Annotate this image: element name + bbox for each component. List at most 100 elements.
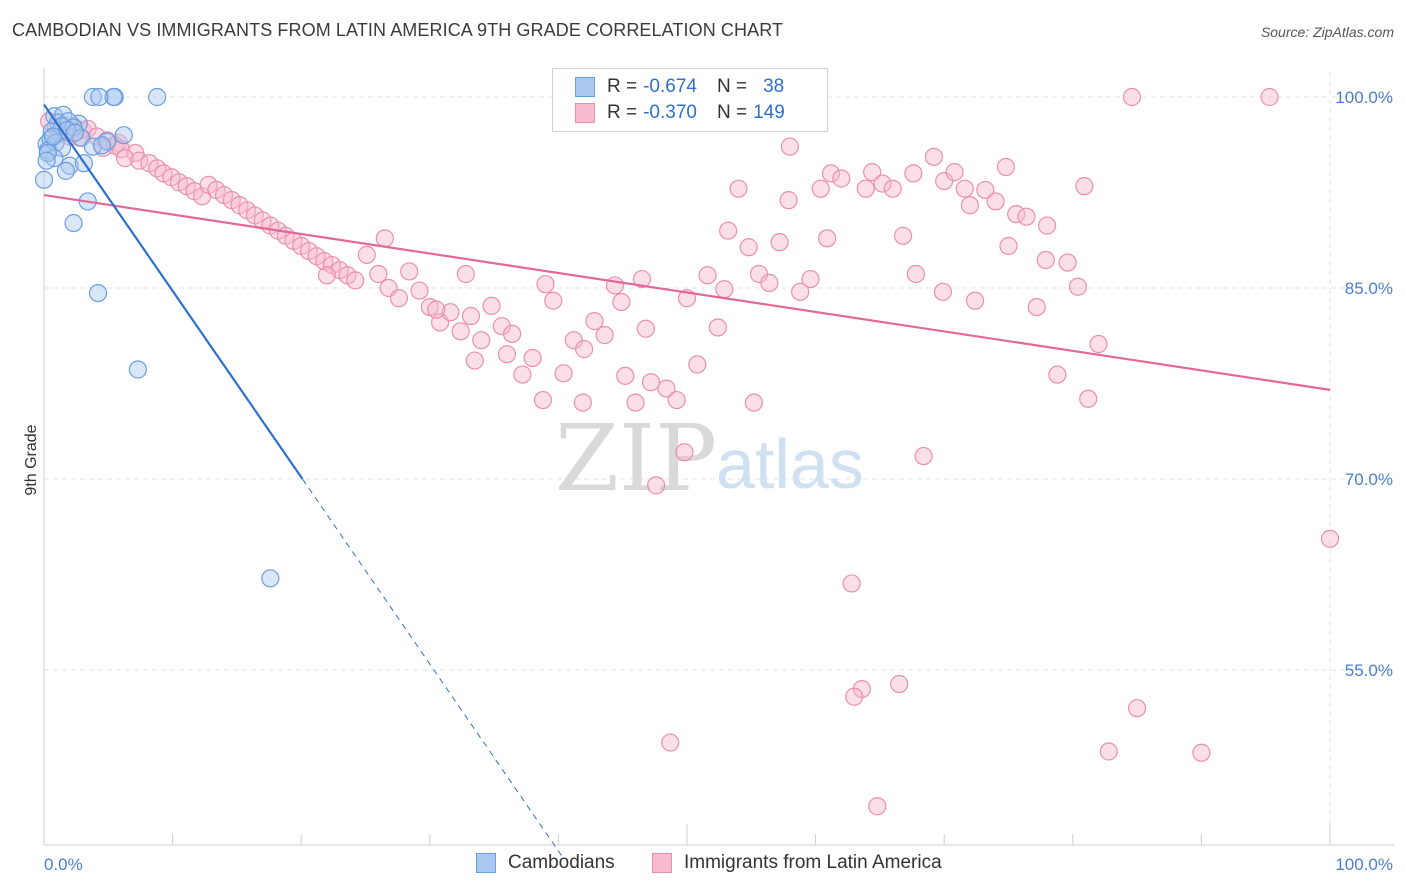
data-point-immigrants (647, 476, 666, 495)
data-point-immigrants (346, 271, 365, 290)
data-point-immigrants (933, 282, 953, 301)
chart-source: Source: ZipAtlas.com (1260, 24, 1394, 40)
data-point-immigrants (744, 393, 763, 412)
n-label: N = (716, 76, 748, 97)
data-point-immigrants (801, 269, 820, 289)
data-point-immigrants (883, 179, 902, 198)
data-point-immigrants (115, 149, 135, 168)
n-value: 149 (753, 102, 785, 123)
data-point-immigrants (955, 179, 974, 198)
data-point-immigrants (1048, 365, 1067, 384)
stats-row-immigrants: R = -0.370 N = 149 (575, 101, 785, 125)
data-point-immigrants (482, 296, 501, 315)
trend-line-immigrants (43, 193, 1331, 391)
data-point-immigrants (976, 180, 995, 200)
data-point-immigrants (661, 733, 680, 752)
data-point-immigrants (632, 269, 652, 289)
data-point-immigrants (770, 233, 789, 252)
data-point-immigrants (667, 390, 686, 410)
data-point-immigrants (87, 127, 106, 146)
data-point-immigrants (616, 366, 635, 385)
data-point-immigrants (1099, 742, 1118, 761)
data-point-immigrants (513, 365, 532, 384)
data-point-immigrants (999, 236, 1018, 256)
data-point-immigrants (811, 179, 830, 198)
stats-row-cambodians: R = -0.674 N = 38 (575, 75, 784, 99)
data-point-immigrants (1089, 334, 1108, 354)
data-point-immigrants (1058, 253, 1077, 272)
data-point-cambodians (83, 87, 102, 107)
data-point-immigrants (612, 292, 631, 312)
r-label: R = (607, 76, 638, 97)
data-point-immigrants (503, 324, 522, 343)
data-point-immigrants (1127, 699, 1147, 718)
y-tick-label: 55.0% (1345, 661, 1393, 680)
data-point-immigrants (791, 282, 810, 301)
legend-pink-swatch (652, 853, 672, 873)
data-point-immigrants (924, 147, 944, 166)
r-value: -0.370 (643, 102, 697, 123)
data-point-cambodians (64, 213, 83, 233)
chart-legend: Cambodians Immigrants from Latin America (0, 852, 1406, 876)
data-point-immigrants (986, 192, 1005, 211)
data-point-cambodians (37, 151, 56, 170)
data-point-immigrants (1320, 529, 1340, 548)
data-point-immigrants (427, 300, 446, 319)
data-point-immigrants (544, 291, 563, 310)
data-point-immigrants (317, 266, 337, 285)
data-point-cambodians (92, 136, 111, 155)
data-point-immigrants (657, 379, 676, 398)
legend-item-cambodians[interactable]: Cambodians (476, 852, 615, 874)
data-point-immigrants (492, 317, 511, 336)
data-point-immigrants (675, 443, 694, 462)
data-point-immigrants (821, 164, 841, 183)
data-point-cambodians (34, 170, 54, 189)
data-point-immigrants (832, 169, 851, 188)
data-point-immigrants (573, 393, 592, 412)
legend-label: Cambodians (508, 852, 615, 873)
data-point-immigrants (873, 174, 892, 193)
data-point-cambodians (114, 126, 133, 145)
data-point-immigrants (465, 351, 484, 370)
data-point-cambodians (38, 143, 57, 163)
pink-swatch (575, 103, 595, 123)
data-point-immigrants (575, 340, 594, 359)
data-point-immigrants (906, 264, 926, 284)
tick-labels: 100.0% 85.0% 70.0% 55.0% 0.0% 100.0% (44, 88, 1393, 874)
data-point-immigrants (533, 390, 553, 410)
data-point-immigrants (497, 345, 517, 364)
data-point-immigrants (451, 322, 470, 341)
legend-blue-swatch (476, 853, 496, 873)
watermark: ZIP atlas (555, 405, 864, 512)
legend-item-immigrants[interactable]: Immigrants from Latin America (652, 852, 942, 874)
r-value: -0.674 (643, 76, 697, 97)
data-point-immigrants (410, 281, 429, 300)
n-label: N = (716, 102, 748, 123)
data-point-immigrants (719, 221, 738, 240)
data-point-immigrants (914, 446, 933, 466)
data-point-immigrants (605, 276, 625, 295)
trend-lines (43, 104, 1331, 859)
data-point-immigrants (1027, 298, 1046, 317)
data-point-cambodians (261, 569, 280, 588)
n-value: 38 (763, 76, 785, 97)
data-point-immigrants (441, 303, 460, 322)
data-point-cambodians (43, 127, 63, 146)
data-point-immigrants (779, 191, 798, 210)
data-point-immigrants (863, 163, 882, 182)
data-point-cambodians (128, 360, 147, 379)
data-point-cambodians (104, 87, 123, 107)
watermark-atlas: atlas (716, 425, 864, 503)
y-axis-label: 9th Grade (23, 424, 40, 495)
data-point-immigrants (389, 289, 409, 308)
data-point-immigrants (461, 306, 481, 326)
data-point-immigrants (641, 373, 661, 392)
r-label: R = (607, 102, 638, 123)
data-point-immigrants (1079, 389, 1098, 408)
y-tick-label: 70.0% (1345, 470, 1393, 489)
data-point-immigrants (945, 163, 964, 182)
y-tick-label: 85.0% (1345, 279, 1393, 298)
data-point-immigrants (523, 348, 542, 368)
data-point-cambodians (56, 161, 75, 180)
data-point-cambodians (148, 87, 167, 107)
